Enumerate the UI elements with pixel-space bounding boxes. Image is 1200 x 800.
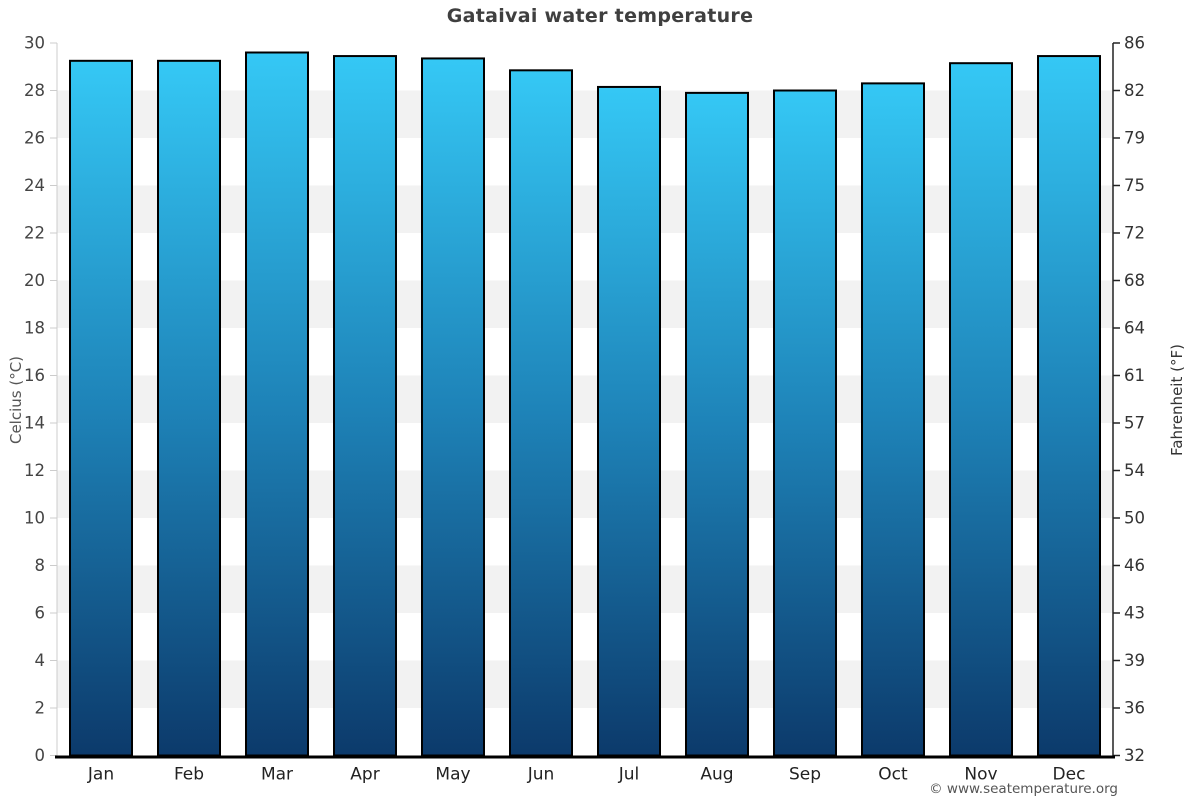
celsius-tick-label: 0 <box>35 746 46 765</box>
fahrenheit-tick-label: 46 <box>1124 556 1145 575</box>
grid-band <box>57 280 1113 328</box>
month-label-may: May <box>435 765 470 785</box>
grid-band <box>57 660 1113 708</box>
month-label-oct: Oct <box>878 765 908 785</box>
chart-title: Gataivai water temperature <box>446 5 754 27</box>
celsius-tick-label: 4 <box>35 651 46 670</box>
celsius-tick-label: 22 <box>24 224 45 243</box>
month-label-jun: Jun <box>527 765 555 785</box>
bar-jun[interactable] <box>509 69 573 757</box>
grid-band <box>57 43 1113 91</box>
fahrenheit-tick-label: 54 <box>1124 461 1145 480</box>
fahrenheit-tick-label: 36 <box>1124 699 1145 718</box>
fahrenheit-tick-label: 57 <box>1124 414 1145 433</box>
bar-dec[interactable] <box>1037 55 1101 757</box>
month-label-jul: Jul <box>618 765 640 785</box>
grid-band <box>57 90 1113 138</box>
celsius-tick-label: 24 <box>24 176 45 195</box>
fahrenheit-tick-label: 75 <box>1124 176 1145 195</box>
grid-band <box>57 138 1113 186</box>
celsius-tick-label: 26 <box>24 129 45 148</box>
month-label-feb: Feb <box>174 765 204 785</box>
celsius-tick-label: 30 <box>24 34 45 53</box>
celsius-tick-label: 28 <box>24 81 45 100</box>
fahrenheit-tick-label: 68 <box>1124 271 1145 290</box>
bars <box>69 51 1101 757</box>
celsius-tick-label: 14 <box>24 414 45 433</box>
fahrenheit-tick-label: 50 <box>1124 509 1145 528</box>
bar-feb[interactable] <box>157 59 221 757</box>
bar-apr[interactable] <box>333 55 397 757</box>
celsius-tick-label: 20 <box>24 271 45 290</box>
month-label-sep: Sep <box>789 765 821 785</box>
grid-band <box>57 565 1113 613</box>
fahrenheit-tick-label: 64 <box>1124 319 1145 338</box>
grid-band <box>57 613 1113 661</box>
grid-band <box>57 185 1113 233</box>
bar-aug[interactable] <box>685 91 749 757</box>
celsius-tick-label: 12 <box>24 461 45 480</box>
grid-band <box>57 518 1113 566</box>
month-label-nov: Nov <box>964 765 997 785</box>
bar-sep[interactable] <box>773 89 837 757</box>
celsius-tick-label: 10 <box>24 509 45 528</box>
bar-mar[interactable] <box>245 51 309 757</box>
month-label-jan: Jan <box>87 765 114 785</box>
background-bands <box>57 43 1113 756</box>
grid-band <box>57 708 1113 756</box>
axes <box>50 42 1120 759</box>
celsius-tick-label: 2 <box>35 699 46 718</box>
bar-jan[interactable] <box>69 59 133 757</box>
bar-may[interactable] <box>421 57 485 757</box>
month-label-mar: Mar <box>261 765 293 785</box>
grid-band <box>57 470 1113 518</box>
grid-band <box>57 375 1113 423</box>
celsius-tick-label: 6 <box>35 604 46 623</box>
celsius-tick-label: 18 <box>24 319 45 338</box>
celsius-tick-label: 8 <box>35 556 46 575</box>
grid-band <box>57 423 1113 471</box>
bar-oct[interactable] <box>861 82 925 757</box>
month-label-aug: Aug <box>700 765 733 785</box>
bar-jul[interactable] <box>597 85 661 757</box>
fahrenheit-tick-label: 39 <box>1124 651 1145 670</box>
fahrenheit-tick-label: 79 <box>1124 129 1145 148</box>
grid-band <box>57 233 1113 281</box>
attribution-link[interactable]: © www.seatemperature.org <box>929 781 1118 797</box>
month-label-dec: Dec <box>1053 765 1086 785</box>
fahrenheit-tick-label: 61 <box>1124 366 1145 385</box>
fahrenheit-tick-label: 32 <box>1124 746 1145 765</box>
fahrenheit-tick-label: 72 <box>1124 224 1145 243</box>
fahrenheit-tick-label: 82 <box>1124 81 1145 100</box>
month-label-apr: Apr <box>350 765 379 785</box>
grid-band <box>57 328 1113 376</box>
bar-nov[interactable] <box>949 62 1013 757</box>
fahrenheit-tick-label: 43 <box>1124 604 1145 623</box>
fahrenheit-tick-label: 86 <box>1124 34 1145 53</box>
celsius-tick-label: 16 <box>24 366 45 385</box>
